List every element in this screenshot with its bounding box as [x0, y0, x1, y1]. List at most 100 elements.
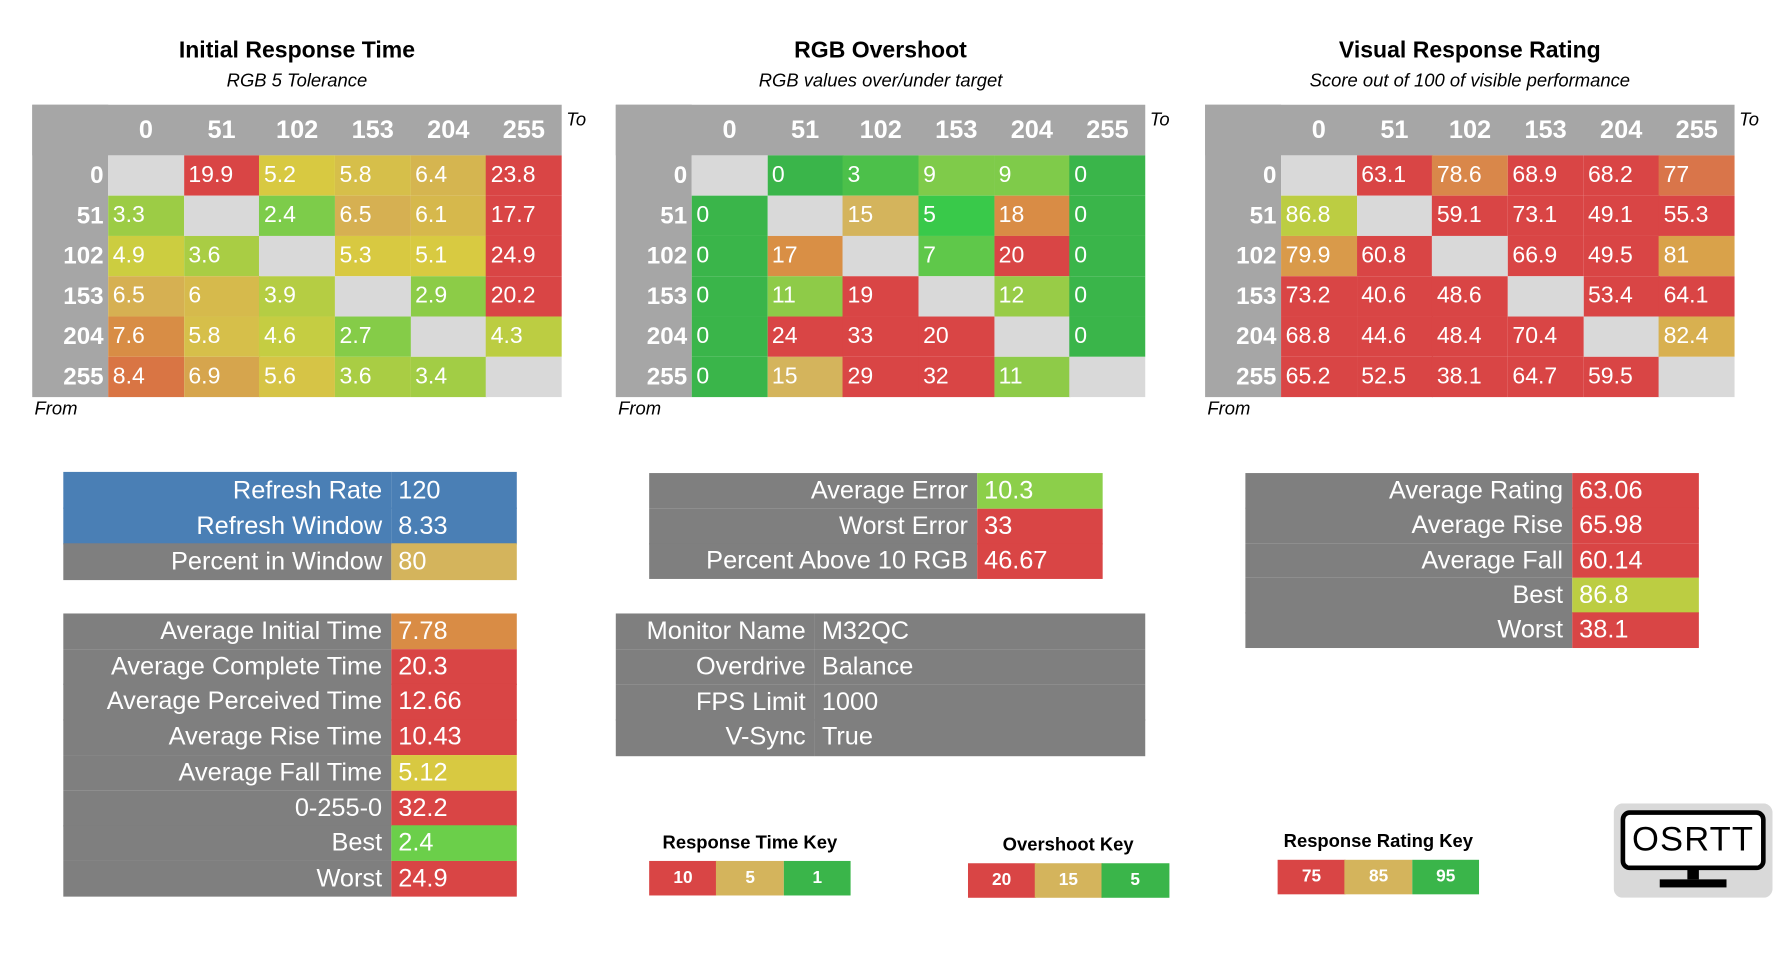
matrix-cell: 2.9 [410, 276, 487, 317]
matrix-cell: 5.1 [410, 235, 487, 277]
column-header: 51 [207, 115, 236, 144]
matrix-cell: 6 [183, 276, 260, 317]
row-header: 204 [646, 323, 688, 350]
matrix-cell: 0 [1069, 155, 1146, 196]
matrix-cell: 6.5 [334, 195, 412, 236]
column-header: 204 [1010, 115, 1053, 144]
header-bg [1205, 104, 1735, 156]
matrix-cell: 5.6 [259, 356, 336, 398]
matrix-cell: 32 [918, 356, 995, 398]
stat-label: Worst [1245, 612, 1573, 648]
matrix-cell: 60.8 [1356, 235, 1433, 277]
stat-value: 24.9 [391, 860, 517, 897]
row-header: 102 [63, 242, 104, 270]
matrix-cell [1658, 356, 1736, 398]
logo: OSRTT [1613, 803, 1773, 898]
stat-value: 38.1 [1572, 612, 1699, 648]
stat-label: 0-255-0 [63, 790, 392, 827]
matrix-cell: 29 [842, 356, 920, 398]
matrix-title: Initial Response Time [178, 37, 416, 64]
stat-label: Worst Error [649, 508, 978, 544]
to-label: To [566, 110, 587, 131]
matrix-cell: 55.3 [1658, 195, 1736, 236]
stat-value: Balance [814, 648, 1146, 685]
matrix-cell: 17 [767, 235, 844, 277]
stat-label: V-Sync [615, 719, 815, 756]
matrix-cell: 0 [691, 195, 768, 236]
matrix-cell: 3.4 [410, 356, 487, 398]
column-header: 102 [859, 115, 902, 144]
key-cell: 1 [783, 860, 852, 896]
key-cell: 75 [1277, 859, 1346, 895]
stat-label: Percent in Window [63, 543, 392, 580]
matrix-cell: 11 [994, 356, 1071, 398]
key-cell: 95 [1411, 859, 1480, 895]
to-label: To [1149, 110, 1170, 131]
column-header: 0 [1311, 115, 1326, 144]
key-title: Overshoot Key [1002, 835, 1134, 856]
stat-label: Average Complete Time [63, 648, 392, 685]
matrix-cell: 70.4 [1507, 316, 1584, 357]
stat-label: Best [1245, 577, 1573, 614]
key-title: Response Time Key [662, 833, 838, 853]
matrix-cell [410, 316, 487, 357]
matrix-subtitle: RGB 5 Tolerance [226, 71, 368, 91]
matrix-cell: 3.9 [259, 276, 336, 317]
matrix-cell: 68.8 [1281, 316, 1358, 357]
matrix-cell: 0 [1069, 316, 1146, 357]
matrix-cell: 68.2 [1583, 155, 1660, 196]
stat-value: 20.3 [391, 648, 517, 685]
stat-value: 12.66 [391, 684, 517, 721]
matrix-cell: 4.9 [108, 235, 185, 277]
column-header: 51 [1380, 115, 1409, 144]
stat-label: Percent Above 10 RGB [649, 543, 978, 579]
matrix-cell: 7.6 [108, 316, 185, 357]
matrix-cell: 63.1 [1356, 155, 1433, 196]
matrix-cell: 0 [691, 356, 768, 398]
matrix-cell: 81 [1658, 235, 1736, 277]
stat-label: FPS Limit [615, 684, 815, 721]
matrix-cell: 2.4 [259, 195, 336, 236]
logo-base [1659, 879, 1727, 888]
matrix-cell: 4.3 [486, 316, 563, 357]
row-header: 153 [646, 283, 688, 310]
matrix-cell: 20 [994, 235, 1071, 277]
row-header: 51 [1249, 202, 1277, 230]
stat-value: 1000 [814, 684, 1146, 721]
matrix-cell: 19.9 [183, 155, 260, 196]
header-bg [1205, 104, 1282, 398]
matrix-cell: 64.7 [1507, 356, 1584, 398]
matrix-cell: 48.6 [1432, 276, 1509, 317]
from-label: From [1207, 399, 1251, 419]
matrix-cell: 0 [691, 235, 768, 277]
row-header: 153 [63, 283, 104, 310]
matrix-cell: 9 [918, 155, 995, 196]
stat-label: Average Initial Time [63, 613, 392, 650]
matrix-cell [486, 356, 563, 398]
row-header: 51 [660, 202, 688, 230]
header-bg [32, 104, 562, 156]
stat-value: 63.06 [1572, 473, 1699, 509]
row-header: 255 [63, 363, 104, 391]
matrix-cell [691, 155, 768, 196]
stat-label: Overdrive [615, 648, 815, 685]
stat-value: 10.3 [977, 473, 1103, 509]
column-header: 153 [1524, 115, 1567, 144]
stat-label: Average Fall Time [63, 754, 392, 791]
row-header: 0 [673, 162, 688, 189]
stat-label: Average Perceived Time [63, 684, 392, 721]
matrix-cell: 0 [1069, 276, 1146, 317]
matrix-cell: 18 [994, 195, 1071, 236]
matrix-cell: 6.4 [410, 155, 487, 196]
matrix-title: RGB Overshoot [794, 37, 967, 64]
stat-value: 60.14 [1572, 542, 1699, 579]
matrix-cell: 9 [994, 155, 1071, 196]
matrix-cell [334, 276, 412, 317]
stat-label: Average Rating [1245, 473, 1573, 509]
matrix-cell [1583, 316, 1660, 357]
stat-label: Worst [63, 860, 392, 897]
matrix-cell [918, 276, 995, 317]
matrix-cell: 82.4 [1658, 316, 1736, 357]
row-header: 204 [63, 323, 104, 350]
